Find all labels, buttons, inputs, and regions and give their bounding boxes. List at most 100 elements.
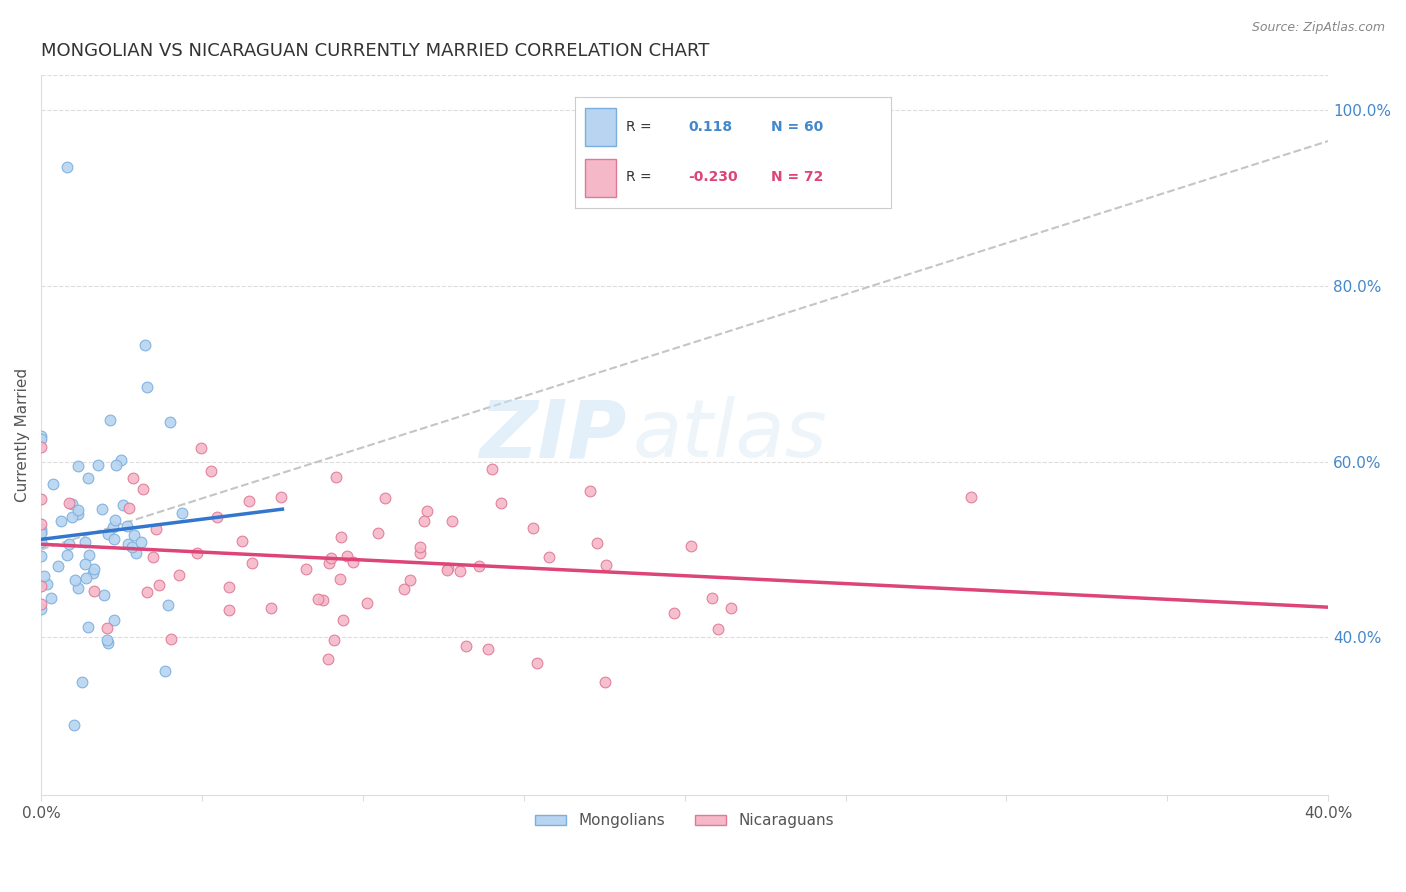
Point	[342, 555, 364, 569]
Point	[172, 506, 194, 520]
Point	[325, 470, 347, 484]
Point	[55, 548, 77, 562]
Point	[392, 582, 415, 596]
Point	[67, 507, 90, 521]
Point	[75, 558, 97, 572]
Point	[329, 530, 352, 544]
Point	[218, 580, 240, 594]
Point	[77, 471, 100, 485]
Point	[75, 534, 97, 549]
Point	[110, 452, 132, 467]
Point	[30, 579, 52, 593]
Y-axis label: Currently Married: Currently Married	[15, 368, 30, 502]
Point	[96, 622, 118, 636]
Point	[129, 535, 152, 549]
Point	[30, 492, 52, 507]
Point	[205, 509, 228, 524]
Point	[409, 546, 432, 560]
Point	[46, 559, 69, 574]
Point	[160, 632, 183, 647]
Point	[398, 573, 420, 587]
Point	[58, 537, 80, 551]
Point	[122, 528, 145, 542]
Point	[316, 652, 339, 666]
Point	[132, 482, 155, 496]
Point	[67, 581, 90, 595]
Point	[231, 533, 253, 548]
Point	[97, 527, 120, 541]
Point	[190, 442, 212, 456]
Point	[159, 415, 181, 429]
Point	[103, 532, 125, 546]
Point	[437, 561, 460, 575]
Point	[83, 584, 105, 599]
Point	[67, 503, 90, 517]
Point	[318, 557, 340, 571]
Point	[707, 622, 730, 636]
Point	[30, 598, 52, 612]
Point	[42, 477, 65, 491]
Point	[148, 578, 170, 592]
Point	[60, 510, 83, 524]
Point	[117, 500, 139, 515]
Point	[58, 496, 80, 510]
Point	[595, 558, 617, 572]
Point	[436, 563, 458, 577]
Point	[200, 464, 222, 478]
Point	[270, 491, 292, 505]
Point	[329, 572, 352, 586]
Point	[62, 718, 84, 732]
Point	[356, 597, 378, 611]
Point	[218, 603, 240, 617]
Point	[579, 484, 602, 499]
Point	[332, 613, 354, 627]
Point	[30, 602, 52, 616]
Point	[56, 161, 79, 175]
Point	[30, 428, 52, 442]
Point	[83, 561, 105, 575]
Point	[134, 337, 156, 351]
Point	[30, 535, 52, 549]
Point	[374, 491, 396, 506]
Point	[960, 490, 983, 504]
Point	[141, 549, 163, 564]
Point	[319, 550, 342, 565]
Point	[136, 585, 159, 599]
Point	[77, 620, 100, 634]
Point	[145, 523, 167, 537]
Point	[30, 525, 52, 540]
Point	[30, 432, 52, 446]
Point	[97, 636, 120, 650]
Point	[104, 458, 127, 472]
Point	[98, 413, 121, 427]
Point	[477, 641, 499, 656]
Text: Source: ZipAtlas.com: Source: ZipAtlas.com	[1251, 21, 1385, 34]
Point	[51, 514, 73, 528]
Point	[537, 549, 560, 564]
Point	[60, 497, 83, 511]
Point	[700, 591, 723, 605]
Point	[125, 546, 148, 560]
Point	[449, 565, 471, 579]
Point	[66, 458, 89, 473]
Point	[526, 657, 548, 671]
Point	[30, 524, 52, 539]
Point	[522, 521, 544, 535]
Point	[96, 632, 118, 647]
Text: ZIP: ZIP	[479, 396, 627, 475]
Point	[135, 380, 157, 394]
Point	[679, 539, 702, 553]
Text: MONGOLIAN VS NICARAGUAN CURRENTLY MARRIED CORRELATION CHART: MONGOLIAN VS NICARAGUAN CURRENTLY MARRIE…	[41, 42, 710, 60]
Point	[409, 540, 432, 554]
Point	[112, 498, 135, 512]
Point	[101, 520, 124, 534]
Point	[30, 522, 52, 536]
Point	[416, 504, 439, 518]
Point	[37, 576, 59, 591]
Point	[167, 568, 190, 582]
Point	[32, 569, 55, 583]
Point	[336, 549, 359, 563]
Point	[260, 601, 283, 615]
Point	[153, 664, 176, 678]
Point	[103, 513, 125, 527]
